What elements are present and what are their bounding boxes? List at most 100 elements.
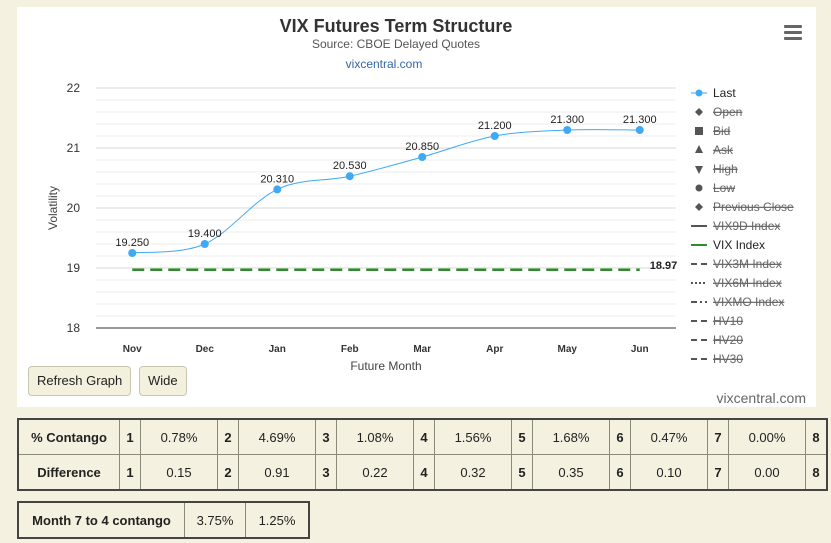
legend-symbol — [695, 184, 703, 192]
month-index: 5 — [511, 454, 533, 491]
data-label: 21.300 — [550, 114, 584, 126]
y-tick-label: 19 — [67, 261, 81, 275]
month-index: 4 — [413, 454, 435, 491]
legend-item[interactable]: HV10 — [713, 314, 743, 328]
table-cell: 3.75% — [184, 501, 246, 539]
refresh-graph-button[interactable]: Refresh Graph — [28, 366, 132, 396]
legend-item[interactable]: VIX3M Index — [713, 257, 782, 271]
x-tick-label: Dec — [196, 344, 215, 355]
legend-symbol — [695, 127, 703, 135]
legend-item[interactable]: Ask — [713, 143, 734, 157]
chart-subtitle: Source: CBOE Delayed Quotes — [312, 37, 480, 51]
data-label: 20.530 — [333, 160, 367, 172]
legend-item[interactable]: VIXMO Index — [713, 295, 784, 309]
legend-item[interactable]: Bid — [713, 124, 730, 138]
month-index: 8 — [805, 454, 828, 491]
data-label: 20.310 — [260, 173, 294, 185]
table-cell: 0.35 — [532, 454, 610, 491]
month-index: 3 — [315, 418, 337, 455]
legend-symbol — [695, 89, 703, 97]
month-index: 2 — [217, 418, 239, 455]
last-point — [200, 240, 209, 248]
month-index: 1 — [119, 454, 141, 491]
legend-symbol — [695, 145, 703, 153]
table-row: % Contango 1 0.78% 2 4.69% 3 1.08% 4 1.5… — [17, 418, 828, 455]
x-tick-label: Apr — [486, 344, 503, 355]
legend-item[interactable]: VIX6M Index — [713, 276, 782, 290]
last-point — [635, 126, 644, 134]
data-label: 21.200 — [478, 120, 512, 132]
x-tick-label: Mar — [413, 344, 431, 355]
chart-title: VIX Futures Term Structure — [280, 16, 513, 36]
x-tick-label: Feb — [341, 344, 359, 355]
table-cell: 0.00 — [728, 454, 806, 491]
table-cell: 0.91 — [238, 454, 316, 491]
x-tick-label: Nov — [123, 344, 142, 355]
data-label: 19.250 — [115, 237, 149, 249]
legend-item[interactable]: HV30 — [713, 352, 743, 366]
month-index: 1 — [119, 418, 141, 455]
x-axis-title: Future Month — [350, 359, 421, 373]
data-label: 20.850 — [405, 141, 439, 153]
x-tick-label: Jan — [269, 344, 286, 355]
legend-item[interactable]: Previous Close — [713, 200, 794, 214]
month-index: 4 — [413, 418, 435, 455]
legend-item[interactable]: Last — [713, 86, 736, 100]
last-point — [128, 249, 137, 257]
legend-item[interactable]: High — [713, 162, 738, 176]
legend-symbol — [695, 108, 703, 116]
x-tick-label: May — [558, 344, 578, 355]
table-cell: 1.68% — [532, 418, 610, 455]
data-label: 21.300 — [623, 114, 657, 126]
data-label: 19.400 — [188, 228, 222, 240]
y-axis-title: Volatility — [46, 186, 60, 230]
table-cell: 0.10 — [630, 454, 708, 491]
wide-button[interactable]: Wide — [139, 366, 187, 396]
table-cell: 0.78% — [140, 418, 218, 455]
last-series-line — [132, 129, 640, 254]
month-index: 7 — [707, 454, 729, 491]
chart-credit-link: vixcentral.com — [346, 57, 423, 71]
table-cell: 4.69% — [238, 418, 316, 455]
x-tick-label: Jun — [631, 344, 649, 355]
table-row: Difference 1 0.15 2 0.91 3 0.22 4 0.32 5… — [17, 454, 828, 491]
row-label: % Contango — [17, 418, 120, 455]
legend-item[interactable]: Low — [713, 181, 735, 195]
y-tick-label: 20 — [67, 201, 81, 215]
month-index: 6 — [609, 418, 631, 455]
month-index: 5 — [511, 418, 533, 455]
legend-symbol — [695, 203, 703, 211]
credit-watermark: vixcentral.com — [716, 390, 806, 406]
chart-panel: VIX Futures Term Structure Source: CBOE D… — [17, 7, 816, 407]
last-point — [563, 126, 572, 134]
last-point — [418, 153, 427, 161]
last-point — [490, 132, 499, 140]
hamburger-menu-icon[interactable] — [784, 25, 802, 41]
y-tick-label: 21 — [67, 141, 81, 155]
table-cell: 0.00% — [728, 418, 806, 455]
legend-item[interactable]: VIX9D Index — [713, 219, 780, 233]
month-contango-table: Month 7 to 4 contango 3.75% 1.25% — [17, 501, 310, 539]
contango-table: % Contango 1 0.78% 2 4.69% 3 1.08% 4 1.5… — [17, 418, 828, 491]
legend-item[interactable]: VIX Index — [713, 238, 765, 252]
month-index: 3 — [315, 454, 337, 491]
row-label: Difference — [17, 454, 120, 491]
legend-item[interactable]: Open — [713, 105, 742, 119]
month-index: 8 — [805, 418, 828, 455]
table-row: Month 7 to 4 contango 3.75% 1.25% — [17, 501, 310, 539]
vix-index-label: 18.97 — [650, 260, 678, 272]
table-cell: 1.56% — [434, 418, 512, 455]
month-index: 2 — [217, 454, 239, 491]
last-point — [345, 172, 354, 181]
table-cell: 0.47% — [630, 418, 708, 455]
month-index: 7 — [707, 418, 729, 455]
row-label: Month 7 to 4 contango — [17, 501, 185, 539]
legend-symbol — [695, 166, 703, 174]
table-cell: 0.32 — [434, 454, 512, 491]
table-cell: 0.15 — [140, 454, 218, 491]
last-point — [273, 185, 282, 194]
month-index: 6 — [609, 454, 631, 491]
legend-item[interactable]: HV20 — [713, 333, 743, 347]
y-tick-label: 22 — [67, 81, 81, 95]
